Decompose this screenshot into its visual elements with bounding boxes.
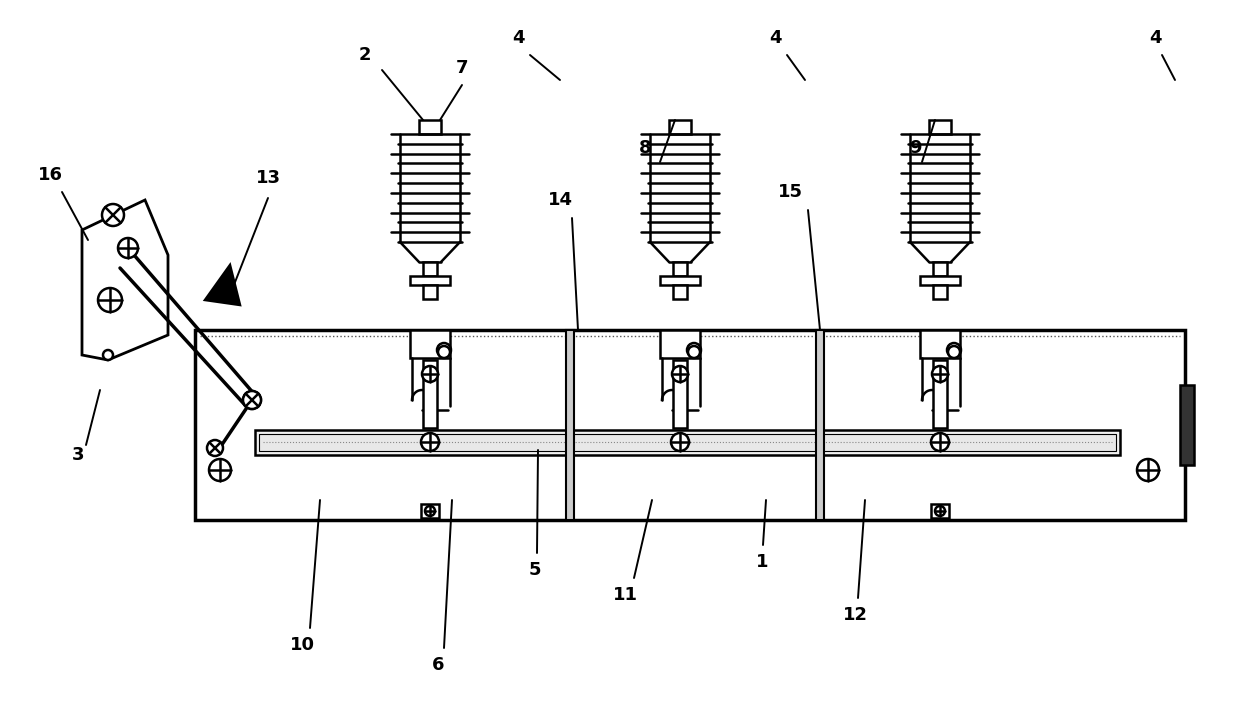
Circle shape (422, 366, 438, 382)
Text: 7: 7 (456, 59, 469, 77)
Circle shape (425, 506, 435, 516)
Bar (673, 360, 687, 428)
Bar (423, 360, 436, 428)
Bar (929, 120, 951, 134)
Circle shape (932, 366, 949, 382)
Bar (920, 330, 960, 358)
Bar (1180, 385, 1194, 465)
Bar (920, 276, 960, 285)
Text: 16: 16 (37, 166, 62, 184)
Circle shape (688, 346, 701, 358)
Bar (931, 504, 949, 518)
Circle shape (210, 459, 231, 481)
Circle shape (243, 391, 260, 409)
Circle shape (935, 506, 945, 516)
Bar (410, 276, 450, 285)
Bar (259, 434, 1116, 451)
Bar (670, 120, 691, 134)
Bar (816, 330, 825, 520)
Circle shape (98, 288, 122, 312)
Circle shape (672, 366, 688, 382)
Bar (673, 285, 687, 299)
Circle shape (671, 433, 689, 451)
Bar (932, 262, 947, 276)
Circle shape (687, 343, 701, 357)
Text: 9: 9 (909, 139, 921, 157)
Text: 1: 1 (755, 553, 769, 571)
Bar (932, 285, 947, 299)
Circle shape (207, 440, 223, 456)
Bar (673, 262, 687, 276)
Circle shape (436, 343, 451, 357)
Text: 3: 3 (72, 446, 84, 464)
Circle shape (422, 433, 439, 451)
Polygon shape (205, 265, 241, 305)
Circle shape (438, 346, 450, 358)
Polygon shape (82, 200, 167, 360)
Text: 12: 12 (842, 606, 868, 624)
Text: 2: 2 (358, 46, 371, 64)
Bar (422, 504, 439, 518)
Bar (660, 276, 701, 285)
Text: 15: 15 (777, 183, 802, 201)
Circle shape (243, 391, 260, 409)
Text: 8: 8 (639, 139, 651, 157)
Text: 4: 4 (769, 29, 781, 47)
Circle shape (102, 204, 124, 226)
Text: 4: 4 (1148, 29, 1161, 47)
Text: 6: 6 (432, 656, 444, 674)
Circle shape (118, 238, 138, 258)
Bar (255, 430, 1120, 455)
Circle shape (931, 433, 949, 451)
Bar (410, 330, 450, 358)
Bar (932, 360, 947, 428)
Text: 11: 11 (613, 586, 637, 604)
Bar (419, 120, 441, 134)
Text: 4: 4 (512, 29, 525, 47)
Circle shape (949, 346, 960, 358)
Circle shape (947, 343, 961, 357)
Bar (423, 285, 436, 299)
Text: 14: 14 (548, 191, 573, 209)
Bar (565, 330, 574, 520)
Bar (660, 330, 701, 358)
Circle shape (103, 350, 113, 360)
Text: 5: 5 (528, 561, 541, 579)
Bar (423, 262, 436, 276)
Text: 10: 10 (289, 636, 315, 654)
Bar (195, 330, 1185, 520)
Text: 13: 13 (255, 169, 280, 187)
Circle shape (1137, 459, 1159, 481)
